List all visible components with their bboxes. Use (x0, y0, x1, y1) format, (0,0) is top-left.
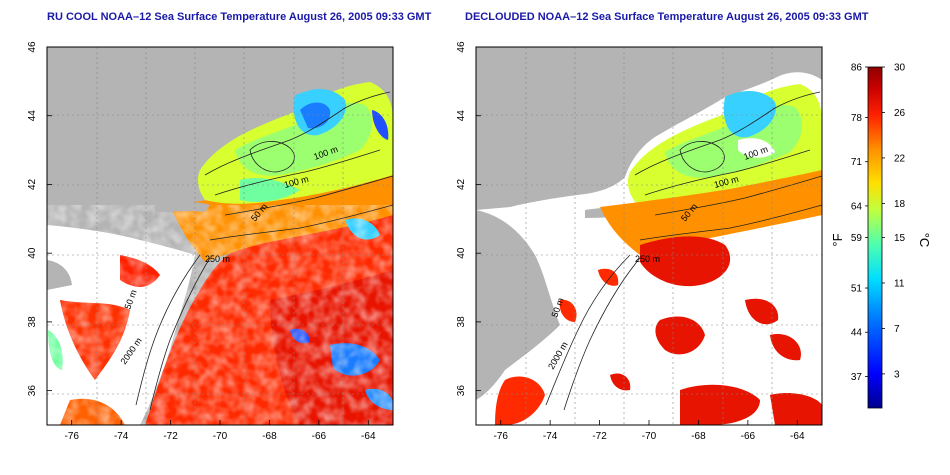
x-tick-label: -74 (543, 431, 558, 442)
panel-title: RU COOL NOAA–12 Sea Surface Temperature … (47, 11, 432, 23)
x-tick-label: -70 (213, 431, 228, 442)
celsius-tick-label: 15 (894, 233, 906, 244)
fahrenheit-tick-label: 51 (851, 284, 863, 295)
fahrenheit-tick-label: 64 (851, 201, 863, 212)
x-tick-label: -66 (312, 431, 327, 442)
bathymetry-contours (545, 91, 822, 411)
x-tick-label: -76 (493, 431, 508, 442)
y-tick-label: 38 (456, 316, 467, 328)
y-tick-label: 36 (456, 385, 467, 397)
axis-ticks: -76 -74 -72 -70 -68 -66 -64 46 44 42 40 38 36 (456, 41, 805, 442)
x-tick-label: -64 (361, 431, 376, 442)
y-tick-label: 46 (27, 41, 38, 53)
grid-lines (476, 47, 822, 425)
x-tick-label: -72 (592, 431, 607, 442)
y-tick-label: 42 (456, 178, 467, 190)
y-tick-label: 44 (456, 110, 467, 122)
celsius-tick-label: 7 (894, 324, 900, 335)
x-tick-label: -70 (642, 431, 657, 442)
fahrenheit-tick-label: 78 (851, 113, 863, 124)
panel-declouded: DECLOUDED NOAA–12 Sea Surface Temperatur… (456, 11, 869, 442)
grid-lines (47, 47, 393, 425)
celsius-tick-label: 18 (894, 199, 906, 210)
sst-map-declouded: 100 m 100 m 50 m 250 m 50 m 2000 m (476, 47, 822, 425)
y-tick-label: 38 (27, 316, 38, 328)
panel-raw: RU COOL NOAA–12 Sea Surface Temperature … (27, 11, 432, 442)
x-tick-label: -64 (790, 431, 805, 442)
celsius-unit-label: °C (917, 233, 932, 248)
x-tick-label: -68 (691, 431, 706, 442)
panel-title: DECLOUDED NOAA–12 Sea Surface Temperatur… (465, 11, 869, 23)
y-tick-label: 42 (27, 178, 38, 190)
x-tick-label: -66 (741, 431, 756, 442)
bathymetry-contours (135, 91, 393, 411)
fahrenheit-tick-label: 71 (851, 157, 863, 168)
new-england-land (47, 47, 393, 208)
x-tick-label: -74 (114, 431, 129, 442)
y-tick-label: 46 (456, 41, 467, 53)
x-tick-label: -68 (262, 431, 277, 442)
contour-label: 250 m (205, 254, 230, 264)
y-tick-label: 40 (27, 247, 38, 259)
new-england-land (476, 47, 822, 210)
y-tick-label: 40 (456, 247, 467, 259)
contour-label: 250 m (635, 254, 660, 264)
y-tick-label: 44 (27, 110, 38, 122)
celsius-tick-label: 30 (894, 63, 906, 74)
x-tick-label: -76 (64, 431, 79, 442)
fahrenheit-tick-label: 37 (851, 372, 863, 383)
fahrenheit-tick-label: 59 (851, 233, 863, 244)
axis-ticks: -76 -74 -72 -70 -68 -66 -64 46 44 42 40 38 36 (27, 41, 376, 442)
celsius-tick-label: 11 (894, 278, 905, 289)
sst-map-raw: 100 m 100 m 50 m 250 m 50 m 2000 m (47, 47, 393, 425)
fahrenheit-tick-label: 86 (851, 63, 863, 74)
fahrenheit-tick-label: 44 (851, 328, 863, 339)
mid-atlantic-land (476, 210, 560, 400)
x-tick-label: -72 (163, 431, 178, 442)
celsius-tick-label: 26 (894, 108, 906, 119)
y-tick-label: 36 (27, 385, 38, 397)
colorbar-scale (867, 66, 883, 409)
colorbar: 30 26 22 18 15 11 7 3 86 78 71 64 59 51 44 37 °F °C (830, 63, 932, 409)
fahrenheit-unit-label: °F (830, 233, 845, 246)
celsius-tick-label: 22 (894, 153, 906, 164)
celsius-tick-label: 3 (894, 369, 900, 380)
